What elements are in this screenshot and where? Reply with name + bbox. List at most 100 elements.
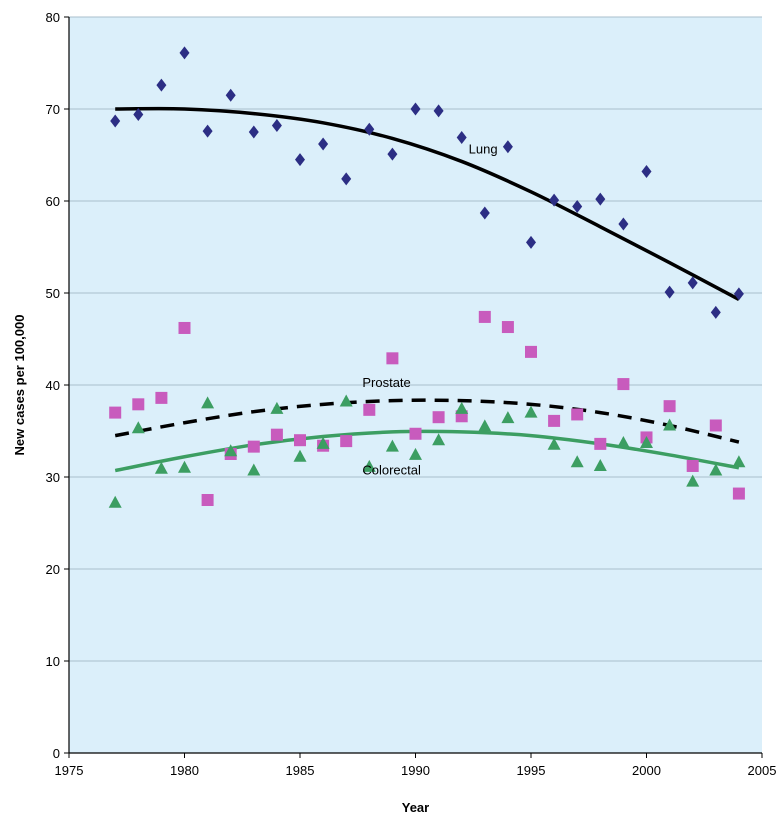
colorectal-point bbox=[501, 411, 515, 424]
colorectal-point bbox=[293, 449, 307, 462]
colorectal-point bbox=[108, 495, 122, 508]
prostate-point bbox=[709, 419, 722, 432]
lung-point bbox=[710, 305, 721, 319]
colorectal-point bbox=[247, 463, 261, 476]
prostate-point bbox=[501, 321, 514, 334]
lung-point bbox=[225, 88, 236, 102]
data-points bbox=[108, 46, 746, 508]
colorectal-point bbox=[686, 474, 700, 487]
series-labels: Lung Prostate Colorectal bbox=[362, 142, 497, 478]
lung-point bbox=[526, 235, 536, 249]
lung-point bbox=[387, 147, 398, 161]
colorectal-point bbox=[362, 459, 376, 472]
colorectal-point bbox=[339, 394, 353, 407]
lung-label: Lung bbox=[469, 142, 498, 157]
colorectal-point bbox=[570, 455, 584, 468]
prostate-point bbox=[270, 428, 283, 441]
prostate-point bbox=[732, 487, 745, 500]
colorectal-point bbox=[154, 461, 168, 474]
lung-point bbox=[641, 165, 652, 179]
prostate-trend-line bbox=[114, 398, 740, 444]
y-tick-label: 30 bbox=[46, 470, 60, 485]
trend-lines bbox=[114, 106, 740, 473]
x-tick-label: 1975 bbox=[55, 763, 84, 778]
prostate-point bbox=[201, 494, 214, 506]
lung-point bbox=[318, 137, 329, 151]
colorectal-point bbox=[224, 444, 238, 457]
colorectal-point bbox=[270, 401, 284, 414]
prostate-point bbox=[132, 398, 145, 411]
prostate-point bbox=[525, 345, 537, 358]
lung-point bbox=[618, 217, 629, 231]
lung-trend-line bbox=[115, 106, 740, 301]
lung-point bbox=[687, 276, 698, 290]
lung-point bbox=[502, 140, 513, 154]
y-axis-title: New cases per 100,000 bbox=[12, 315, 27, 456]
x-tick-label: 1995 bbox=[517, 763, 546, 778]
prostate-label: Prostate bbox=[362, 375, 410, 390]
colorectal-point bbox=[663, 418, 677, 431]
axes: 0 10 20 30 40 50 60 70 80 1975 1980 1985 1990 1995 200… bbox=[46, 10, 777, 778]
x-tick-label: 2005 bbox=[748, 763, 777, 778]
lung-point bbox=[664, 285, 675, 299]
x-tick-label: 1990 bbox=[401, 763, 430, 778]
colorectal-point bbox=[409, 447, 422, 460]
prostate-point bbox=[478, 310, 491, 323]
prostate-point bbox=[663, 400, 676, 413]
lung-point bbox=[133, 108, 144, 122]
y-tick-label: 70 bbox=[46, 102, 60, 117]
prostate-point bbox=[363, 403, 376, 416]
prostate-point bbox=[109, 406, 122, 419]
lung-point bbox=[549, 193, 560, 207]
prostate-point bbox=[432, 411, 445, 424]
colorectal-point bbox=[640, 435, 653, 448]
gridlines bbox=[69, 16, 762, 662]
colorectal-point bbox=[478, 419, 492, 432]
lung-point bbox=[410, 102, 421, 116]
colorectal-point bbox=[616, 435, 630, 448]
y-tick-label: 50 bbox=[46, 286, 60, 301]
colorectal-point bbox=[547, 437, 561, 450]
x-tick-label: 1985 bbox=[286, 763, 315, 778]
colorectal-point bbox=[732, 455, 746, 468]
y-tick-label: 0 bbox=[53, 746, 60, 761]
lung-point bbox=[572, 200, 583, 214]
colorectal-label: Colorectal bbox=[362, 463, 421, 478]
lung-point bbox=[733, 287, 744, 301]
prostate-point bbox=[178, 321, 191, 334]
lung-point bbox=[202, 124, 213, 138]
x-tick-label: 2000 bbox=[632, 763, 661, 778]
colorectal-point bbox=[178, 460, 191, 473]
lung-point bbox=[179, 46, 190, 60]
colorectal-points bbox=[108, 394, 746, 508]
colorectal-point bbox=[709, 463, 723, 476]
lung-point bbox=[110, 114, 121, 128]
prostate-point bbox=[617, 378, 630, 391]
colorectal-point bbox=[385, 439, 399, 452]
lung-point bbox=[433, 104, 444, 118]
lung-point bbox=[271, 119, 282, 133]
colorectal-point bbox=[131, 421, 145, 434]
colorectal-point bbox=[432, 433, 446, 446]
prostate-point bbox=[294, 434, 306, 447]
colorectal-point bbox=[316, 436, 330, 449]
lung-point bbox=[456, 131, 467, 145]
prostate-point bbox=[155, 391, 168, 404]
y-tick-label: 60 bbox=[46, 194, 60, 209]
y-tick-label: 10 bbox=[46, 654, 60, 669]
prostate-point bbox=[247, 440, 260, 453]
lung-point bbox=[479, 206, 490, 220]
colorectal-point bbox=[593, 458, 607, 471]
lung-point bbox=[295, 153, 305, 167]
y-tick-label: 40 bbox=[46, 378, 60, 393]
lung-point bbox=[156, 78, 167, 92]
prostate-point bbox=[686, 459, 699, 472]
colorectal-point bbox=[524, 405, 538, 418]
lung-point bbox=[341, 172, 352, 186]
x-tick-label: 1980 bbox=[170, 763, 199, 778]
prostate-point bbox=[548, 414, 561, 427]
colorectal-point bbox=[201, 396, 215, 409]
x-axis-title: Year bbox=[402, 800, 429, 815]
colorectal-point bbox=[455, 401, 469, 414]
